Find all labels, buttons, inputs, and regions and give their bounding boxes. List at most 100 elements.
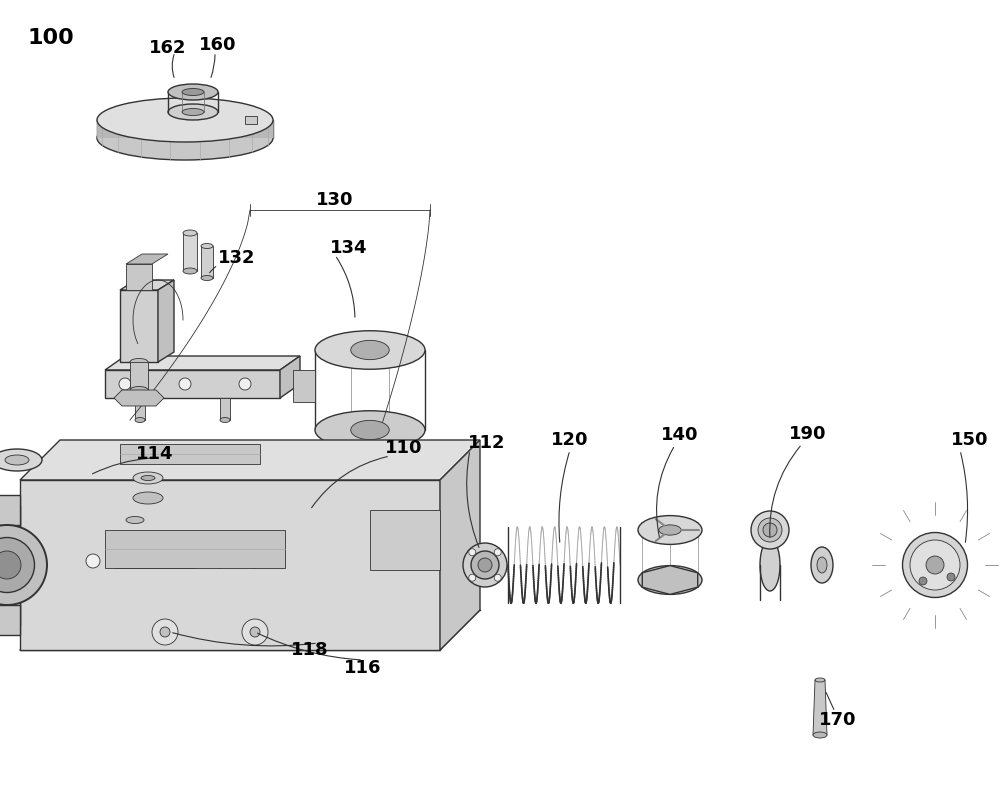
Text: 112: 112 [468, 434, 506, 452]
Ellipse shape [494, 575, 501, 581]
Ellipse shape [97, 116, 273, 160]
Ellipse shape [213, 554, 227, 568]
Ellipse shape [351, 421, 389, 440]
Text: 150: 150 [951, 431, 989, 449]
Ellipse shape [201, 243, 213, 248]
Ellipse shape [758, 518, 782, 542]
Bar [105, 370, 280, 398]
Ellipse shape [351, 341, 389, 360]
Bar [133, 478, 163, 498]
Bar [245, 116, 257, 124]
Ellipse shape [947, 573, 955, 581]
Polygon shape [642, 516, 698, 544]
Ellipse shape [130, 386, 148, 393]
Text: 170: 170 [819, 711, 857, 729]
Polygon shape [280, 356, 300, 398]
Polygon shape [120, 280, 174, 290]
Polygon shape [20, 440, 480, 480]
Polygon shape [0, 505, 20, 625]
Ellipse shape [248, 554, 262, 568]
Ellipse shape [133, 492, 163, 504]
Ellipse shape [160, 627, 170, 637]
Ellipse shape [763, 523, 777, 537]
Ellipse shape [469, 549, 476, 555]
Polygon shape [105, 356, 300, 370]
Ellipse shape [760, 539, 780, 591]
Polygon shape [813, 680, 827, 735]
Bar [20, 480, 440, 650]
Text: 116: 116 [344, 659, 382, 677]
Polygon shape [642, 566, 698, 595]
Ellipse shape [0, 449, 42, 471]
Text: 100: 100 [28, 28, 75, 48]
Polygon shape [114, 390, 164, 406]
Text: 160: 160 [199, 36, 237, 54]
Text: 120: 120 [551, 431, 589, 449]
Bar [126, 264, 152, 290]
Ellipse shape [130, 358, 148, 365]
Ellipse shape [182, 89, 204, 96]
Ellipse shape [638, 516, 702, 544]
Ellipse shape [0, 551, 21, 579]
Ellipse shape [5, 455, 29, 465]
Ellipse shape [811, 547, 833, 583]
Text: 114: 114 [136, 445, 174, 463]
Ellipse shape [926, 556, 944, 574]
Ellipse shape [494, 549, 501, 555]
Ellipse shape [133, 472, 163, 484]
Ellipse shape [919, 577, 927, 585]
Ellipse shape [135, 417, 145, 422]
Ellipse shape [141, 476, 155, 480]
Ellipse shape [815, 678, 825, 682]
Ellipse shape [250, 627, 260, 637]
Bar [293, 370, 315, 402]
Text: 190: 190 [789, 425, 827, 443]
Ellipse shape [118, 513, 152, 527]
Text: 140: 140 [661, 426, 699, 444]
Bar [183, 233, 197, 271]
Text: 134: 134 [330, 239, 368, 257]
Ellipse shape [813, 732, 827, 738]
Ellipse shape [902, 532, 968, 598]
Polygon shape [0, 605, 20, 635]
Ellipse shape [638, 566, 702, 595]
Ellipse shape [478, 558, 492, 572]
Bar [105, 530, 285, 568]
Bar [370, 510, 440, 570]
Bar [75, 550, 275, 572]
Text: 110: 110 [385, 439, 422, 457]
Bar [120, 290, 158, 362]
Ellipse shape [201, 275, 213, 281]
Ellipse shape [0, 538, 34, 592]
Ellipse shape [751, 511, 789, 549]
Ellipse shape [315, 330, 425, 369]
Ellipse shape [220, 417, 230, 422]
Polygon shape [158, 280, 174, 362]
Ellipse shape [183, 230, 197, 236]
Ellipse shape [242, 619, 268, 645]
Ellipse shape [179, 378, 191, 390]
Ellipse shape [97, 98, 273, 142]
Ellipse shape [119, 378, 131, 390]
Polygon shape [0, 495, 20, 525]
Ellipse shape [239, 378, 251, 390]
Bar [135, 398, 145, 420]
Bar [120, 444, 260, 464]
Ellipse shape [168, 104, 218, 120]
Bar [201, 246, 213, 278]
Ellipse shape [152, 619, 178, 645]
Ellipse shape [126, 516, 144, 523]
Ellipse shape [183, 268, 197, 274]
Ellipse shape [659, 525, 681, 535]
Ellipse shape [463, 543, 507, 587]
Text: 118: 118 [291, 641, 329, 659]
Ellipse shape [910, 540, 960, 590]
Polygon shape [440, 440, 480, 650]
Ellipse shape [469, 575, 476, 581]
Ellipse shape [315, 411, 425, 449]
Polygon shape [126, 254, 168, 264]
Polygon shape [97, 120, 273, 138]
Ellipse shape [86, 554, 100, 568]
Ellipse shape [471, 551, 499, 579]
Ellipse shape [168, 84, 218, 100]
